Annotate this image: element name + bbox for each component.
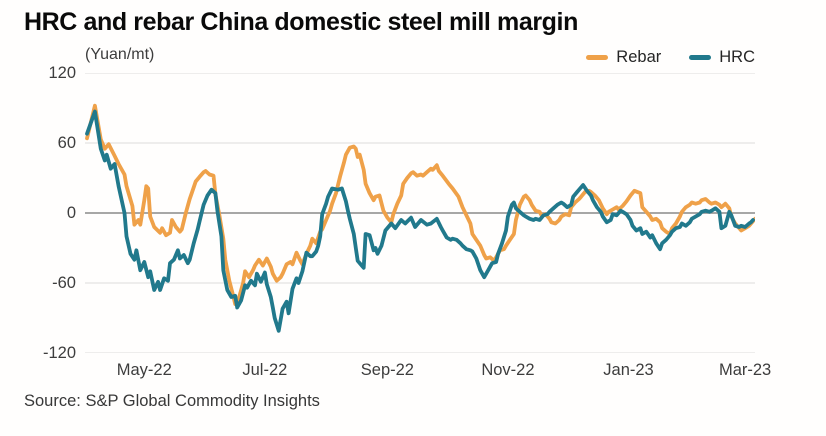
y-tick-label: 60 xyxy=(57,134,76,152)
x-tick-label: Sep-22 xyxy=(360,361,414,379)
legend-label-hrc: HRC xyxy=(719,48,755,66)
page-title: HRC and rebar China domestic steel mill … xyxy=(24,8,578,36)
y-axis-unit-label: (Yuan/mt) xyxy=(85,46,155,63)
x-tick-label: Nov-22 xyxy=(481,361,535,379)
y-tick-label: -60 xyxy=(52,274,76,292)
x-tick-label: Jul-22 xyxy=(242,361,288,379)
source-attribution: Source: S&P Global Commodity Insights xyxy=(24,392,320,410)
x-tick-label: Jan-23 xyxy=(603,361,654,379)
x-tick-label: Mar-23 xyxy=(718,361,772,379)
hrc-swatch-icon xyxy=(689,55,712,60)
chart-legend: Rebar HRC xyxy=(586,48,755,67)
chart-plot-area xyxy=(85,73,755,353)
legend-label-rebar: Rebar xyxy=(616,48,662,66)
rebar-swatch-icon xyxy=(586,55,609,60)
rebar-line xyxy=(85,103,755,306)
y-tick-label: 120 xyxy=(48,64,76,82)
y-tick-label: 0 xyxy=(66,204,76,222)
legend-item-rebar: Rebar xyxy=(586,48,661,67)
legend-item-hrc: HRC xyxy=(689,48,755,67)
x-tick-label: May-22 xyxy=(116,361,172,379)
hrc-line xyxy=(85,109,755,333)
y-tick-label: -120 xyxy=(42,344,76,362)
